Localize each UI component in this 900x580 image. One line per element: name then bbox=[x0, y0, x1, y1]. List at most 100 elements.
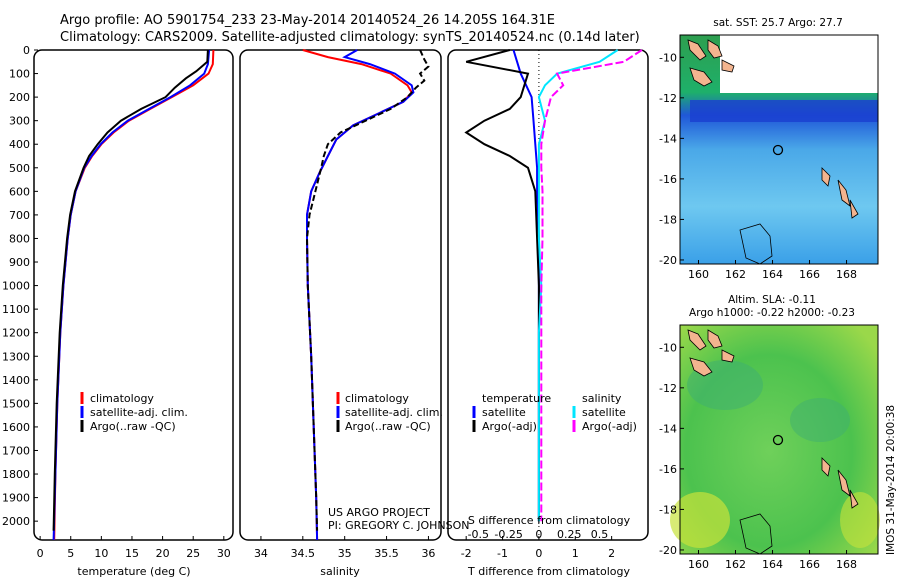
footer-stamp: IMOS 31-May-2014 20:00:38 bbox=[885, 405, 897, 555]
depth-tick-label: 100 bbox=[9, 68, 30, 81]
x-tick-label: 0 bbox=[37, 547, 44, 560]
x-tick-label: 20 bbox=[156, 547, 170, 560]
difference-legend: temperature salinity satellite Argo(-adj… bbox=[472, 392, 637, 433]
salinity-xlabel: salinity bbox=[320, 565, 360, 578]
argo-float-marker bbox=[772, 144, 784, 156]
x-tick-label: 1 bbox=[572, 547, 579, 560]
difference-xlabel-top: S difference from climatology bbox=[468, 514, 631, 527]
depth-tick-label: 200 bbox=[9, 91, 30, 104]
x-tick-label: 35.5 bbox=[374, 547, 399, 560]
temperature-legend: climatology satellite-adj. clim. Argo(..… bbox=[80, 392, 188, 433]
x-tick-label: 5 bbox=[67, 547, 74, 560]
series-line-s-argo bbox=[540, 49, 643, 522]
sla-map-title-line2: Argo h1000: -0.22 h2000: -0.23 bbox=[689, 307, 855, 319]
x-tick-label: 0 bbox=[535, 547, 542, 560]
difference-panel-frame bbox=[447, 49, 649, 541]
x-tick-label-salinity: 0.25 bbox=[557, 528, 582, 541]
x-tick-label: 30 bbox=[217, 547, 231, 560]
depth-tick-label: 1500 bbox=[2, 397, 30, 410]
depth-tick-label: 1600 bbox=[2, 421, 30, 434]
depth-tick-label: 2000 bbox=[2, 515, 30, 528]
map-y-tick-label: -16 bbox=[659, 463, 677, 476]
temperature-xlabel: temperature (deg C) bbox=[77, 565, 190, 578]
depth-tick-label: 0 bbox=[23, 44, 30, 57]
depth-tick-label: 300 bbox=[9, 115, 30, 128]
map-x-tick-label: 168 bbox=[836, 558, 857, 571]
map-y-tick-label: -20 bbox=[659, 544, 677, 557]
x-tick-label-salinity: 0.5 bbox=[591, 528, 609, 541]
sst-map-cold-band bbox=[690, 100, 878, 122]
map-x-tick-label: 162 bbox=[725, 268, 746, 281]
map-y-tick-label: -18 bbox=[659, 503, 677, 516]
depth-tick-label: 700 bbox=[9, 209, 30, 222]
legend-label-argo: Argo(..raw -QC) bbox=[90, 420, 176, 433]
map-x-tick-label: 160 bbox=[688, 558, 709, 571]
sst-map-nodata-region bbox=[720, 35, 878, 93]
legend-label-satellite: satellite-adj. clim. bbox=[90, 406, 188, 419]
legend-label-satellite: satellite-adj. clim. bbox=[345, 406, 443, 419]
reef-outline bbox=[739, 223, 773, 265]
map-x-tick-label: 166 bbox=[799, 558, 820, 571]
map-x-tick-label: 162 bbox=[725, 558, 746, 571]
land-island bbox=[821, 457, 859, 509]
salinity-series bbox=[302, 49, 430, 541]
series-line-argo bbox=[305, 49, 430, 531]
map-y-tick-label: -14 bbox=[659, 132, 677, 145]
depth-tick-label: 800 bbox=[9, 232, 30, 245]
x-tick-label-salinity: -0.25 bbox=[494, 528, 522, 541]
legend-label-s-satellite: satellite bbox=[582, 406, 626, 419]
difference-series bbox=[464, 49, 643, 540]
depth-axis: 0 100 200 300 400 500 600 700 800 900 1000 1100 1200… bbox=[2, 44, 38, 528]
depth-tick-label: 1200 bbox=[2, 327, 30, 340]
map-x-tick-label: 166 bbox=[799, 268, 820, 281]
sla-map-frame bbox=[679, 324, 879, 555]
salinity-legend: climatology satellite-adj. clim. Argo(..… bbox=[336, 392, 443, 433]
x-tick-label: 2 bbox=[608, 547, 615, 560]
depth-tick-label: 1100 bbox=[2, 303, 30, 316]
project-annotation-line2: PI: GREGORY C. JOHNSON bbox=[328, 519, 469, 532]
sla-map-title-line1: Altim. SLA: -0.11 bbox=[728, 294, 816, 306]
reef-outline bbox=[739, 513, 773, 555]
map-y-tick-label: -14 bbox=[659, 422, 677, 435]
x-tick-label: 10 bbox=[94, 547, 108, 560]
argo-float-marker bbox=[772, 434, 784, 446]
x-tick-label: 34 bbox=[254, 547, 268, 560]
depth-tick-label: 1000 bbox=[2, 280, 30, 293]
depth-tick-label: 1400 bbox=[2, 374, 30, 387]
x-tick-label: 36 bbox=[421, 547, 435, 560]
x-tick-label: -1 bbox=[497, 547, 508, 560]
x-tick-label: -2 bbox=[461, 547, 472, 560]
series-line-argo bbox=[52, 49, 209, 531]
legend-title-temperature: temperature bbox=[482, 392, 551, 405]
sst-map bbox=[679, 34, 879, 265]
title-line2: Climatology: CARS2009. Satellite-adjuste… bbox=[60, 30, 640, 45]
salinity-panel-frame bbox=[239, 49, 442, 541]
x-tick-label: 25 bbox=[186, 547, 200, 560]
series-line-satellite bbox=[52, 49, 211, 541]
depth-tick-label: 400 bbox=[9, 138, 30, 151]
map-y-tick-label: -10 bbox=[659, 341, 677, 354]
temperature-series bbox=[52, 49, 215, 541]
land-island bbox=[689, 349, 735, 377]
legend-label-t-argo: Argo(-adj) bbox=[482, 420, 537, 433]
salinity-x-axis: 34 34.5 35 35.5 36 bbox=[254, 536, 435, 560]
x-tick-label: 35 bbox=[338, 547, 352, 560]
map-y-tick-label: -18 bbox=[659, 213, 677, 226]
sla-map bbox=[670, 324, 880, 555]
map-y-tick-label: -20 bbox=[659, 254, 677, 267]
map-x-tick-label: 168 bbox=[836, 268, 857, 281]
map-y-tick-label: -12 bbox=[659, 382, 677, 395]
depth-tick-label: 1800 bbox=[2, 468, 30, 481]
map-y-tick-label: -10 bbox=[659, 51, 677, 64]
legend-label-climatology: climatology bbox=[345, 392, 409, 405]
sst-map-frame bbox=[679, 34, 879, 265]
map-x-tick-label: 164 bbox=[762, 558, 783, 571]
depth-tick-label: 1900 bbox=[2, 492, 30, 505]
sla-map-high-anomaly bbox=[840, 492, 880, 548]
legend-title-salinity: salinity bbox=[582, 392, 622, 405]
temperature-panel-frame bbox=[33, 49, 234, 541]
land-island bbox=[821, 167, 859, 219]
title-line1: Argo profile: AO 5901754_233 23-May-2014… bbox=[60, 13, 555, 28]
x-tick-label-salinity: -0.5 bbox=[468, 528, 489, 541]
